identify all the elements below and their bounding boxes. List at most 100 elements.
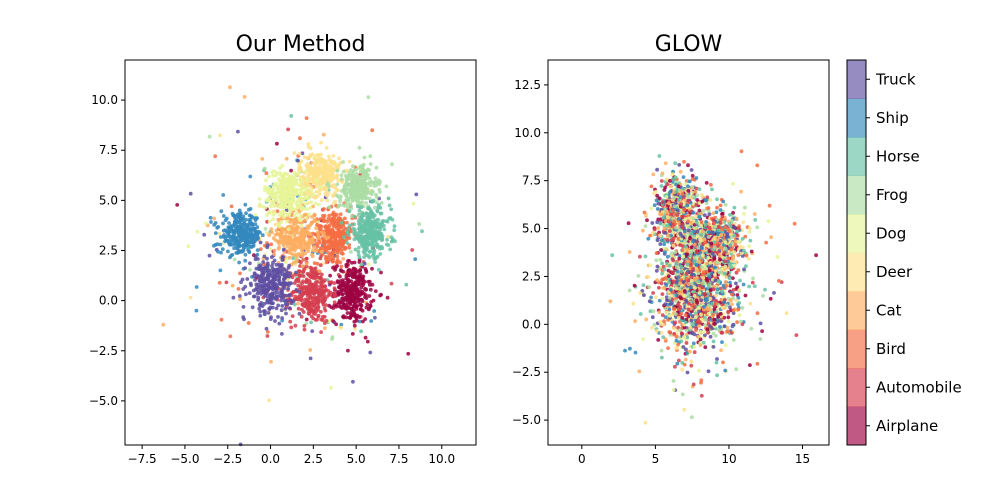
data-point — [646, 237, 650, 241]
data-point — [361, 299, 365, 303]
data-point — [332, 202, 336, 206]
data-point — [660, 272, 664, 276]
data-point — [273, 319, 277, 323]
data-point — [363, 156, 367, 160]
data-point — [309, 200, 313, 204]
data-point — [742, 283, 746, 287]
data-point — [369, 162, 373, 166]
data-point — [702, 209, 706, 213]
data-point — [352, 222, 356, 226]
data-point — [413, 257, 417, 261]
data-point — [679, 339, 683, 343]
data-point — [292, 261, 296, 265]
data-point — [261, 233, 265, 237]
data-point — [351, 332, 355, 336]
data-point — [697, 369, 701, 373]
data-point — [336, 255, 340, 259]
data-point — [353, 324, 357, 328]
data-point — [219, 251, 223, 255]
data-point — [639, 312, 643, 316]
data-point — [760, 329, 764, 333]
data-point — [261, 205, 265, 209]
data-point — [686, 163, 690, 167]
data-point — [299, 198, 303, 202]
data-point — [325, 199, 329, 203]
data-point — [312, 303, 316, 307]
data-point — [251, 223, 255, 227]
data-point — [265, 327, 269, 331]
data-point — [307, 305, 311, 309]
data-point — [328, 169, 332, 173]
data-point — [323, 284, 327, 288]
data-point — [688, 326, 692, 330]
data-point — [244, 231, 248, 235]
data-point — [267, 192, 271, 196]
data-point — [709, 335, 713, 339]
data-point — [244, 211, 248, 215]
data-point — [681, 393, 685, 397]
data-point — [374, 289, 378, 293]
data-point — [302, 258, 306, 262]
data-point — [266, 334, 270, 338]
data-point — [339, 282, 343, 286]
data-point — [270, 227, 274, 231]
data-point — [332, 221, 336, 225]
data-point — [660, 239, 664, 243]
data-point — [666, 346, 670, 350]
data-point — [238, 240, 242, 244]
data-point — [271, 200, 275, 204]
data-point — [319, 246, 323, 250]
data-point — [724, 343, 728, 347]
data-point — [710, 302, 714, 306]
data-point — [316, 262, 320, 266]
data-point — [221, 193, 225, 197]
data-point — [313, 219, 317, 223]
data-point — [309, 296, 313, 300]
data-point — [308, 284, 312, 288]
data-point — [315, 190, 319, 194]
data-point — [252, 244, 256, 248]
data-point — [372, 181, 376, 185]
data-point — [265, 213, 269, 217]
data-point — [292, 171, 296, 175]
data-point — [275, 198, 279, 202]
data-point — [229, 334, 233, 338]
data-point — [685, 277, 689, 281]
data-point — [308, 184, 312, 188]
data-point — [318, 291, 322, 295]
data-point — [323, 278, 327, 282]
data-point — [327, 184, 331, 188]
data-point — [673, 365, 677, 369]
data-point — [707, 369, 711, 373]
data-point — [282, 215, 286, 219]
data-point — [377, 203, 381, 207]
data-point — [336, 183, 340, 187]
data-point — [734, 282, 738, 286]
data-point — [300, 294, 304, 298]
data-point — [280, 308, 284, 312]
data-point — [291, 256, 295, 260]
data-point — [716, 315, 720, 319]
data-point — [699, 378, 703, 382]
data-point — [343, 191, 347, 195]
data-point — [772, 291, 776, 295]
data-point — [289, 298, 293, 302]
data-point — [311, 270, 315, 274]
data-point — [376, 245, 380, 249]
data-point — [314, 226, 318, 230]
data-point — [228, 235, 232, 239]
data-point — [689, 364, 693, 368]
data-point — [631, 302, 635, 306]
data-point — [354, 186, 358, 190]
data-point — [351, 380, 355, 384]
data-point — [220, 318, 224, 322]
data-point — [345, 176, 349, 180]
data-point — [223, 228, 227, 232]
data-point — [258, 304, 262, 308]
data-point — [218, 134, 222, 138]
data-point — [252, 236, 256, 240]
data-point — [346, 301, 350, 305]
data-point — [294, 324, 298, 328]
data-point — [258, 197, 262, 201]
data-point — [261, 260, 265, 264]
